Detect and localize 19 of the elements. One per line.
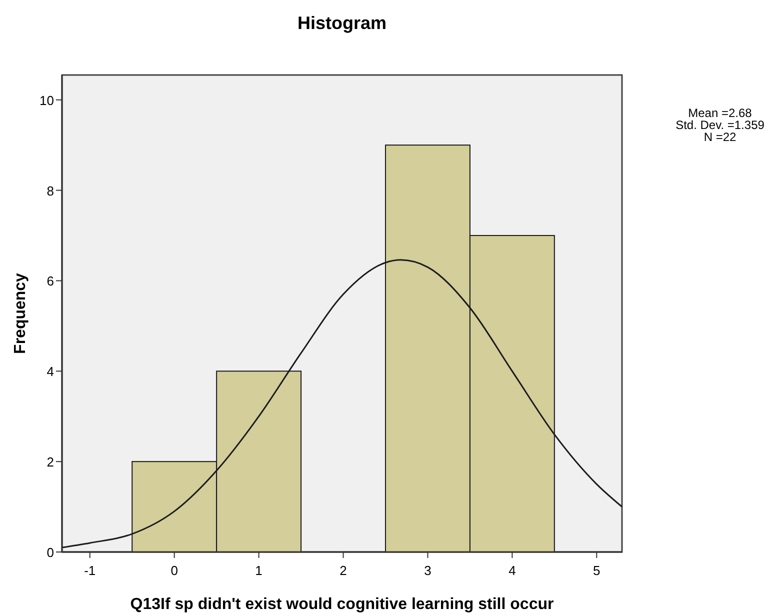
y-tick-label: 10 (40, 92, 54, 108)
x-tick-label: 1 (255, 563, 262, 578)
x-tick-label: 3 (424, 563, 432, 578)
x-tick-label: 4 (508, 563, 516, 578)
y-tick-label: 0 (46, 545, 54, 560)
text: Mean =2.68 (688, 106, 752, 120)
y-tick-label: 4 (46, 364, 54, 380)
text: Std. Dev. =1.359 (676, 118, 765, 132)
x-tick-label: 5 (593, 563, 600, 578)
x-axis-title: Q13If sp didn't exist would cognitive learning still occur (130, 596, 554, 613)
y-tick-label: 2 (46, 454, 54, 470)
y-tick-label: 8 (46, 183, 54, 198)
y-axis-title: Frequency (12, 272, 29, 354)
x-tick-label: 2 (340, 563, 347, 578)
y-tick-label: 6 (46, 274, 54, 289)
x-tick-label: -1 (84, 563, 96, 578)
chart-title: Histogram (297, 13, 387, 33)
x-tick-label: 0 (170, 563, 178, 578)
text: N =22 (704, 130, 736, 144)
